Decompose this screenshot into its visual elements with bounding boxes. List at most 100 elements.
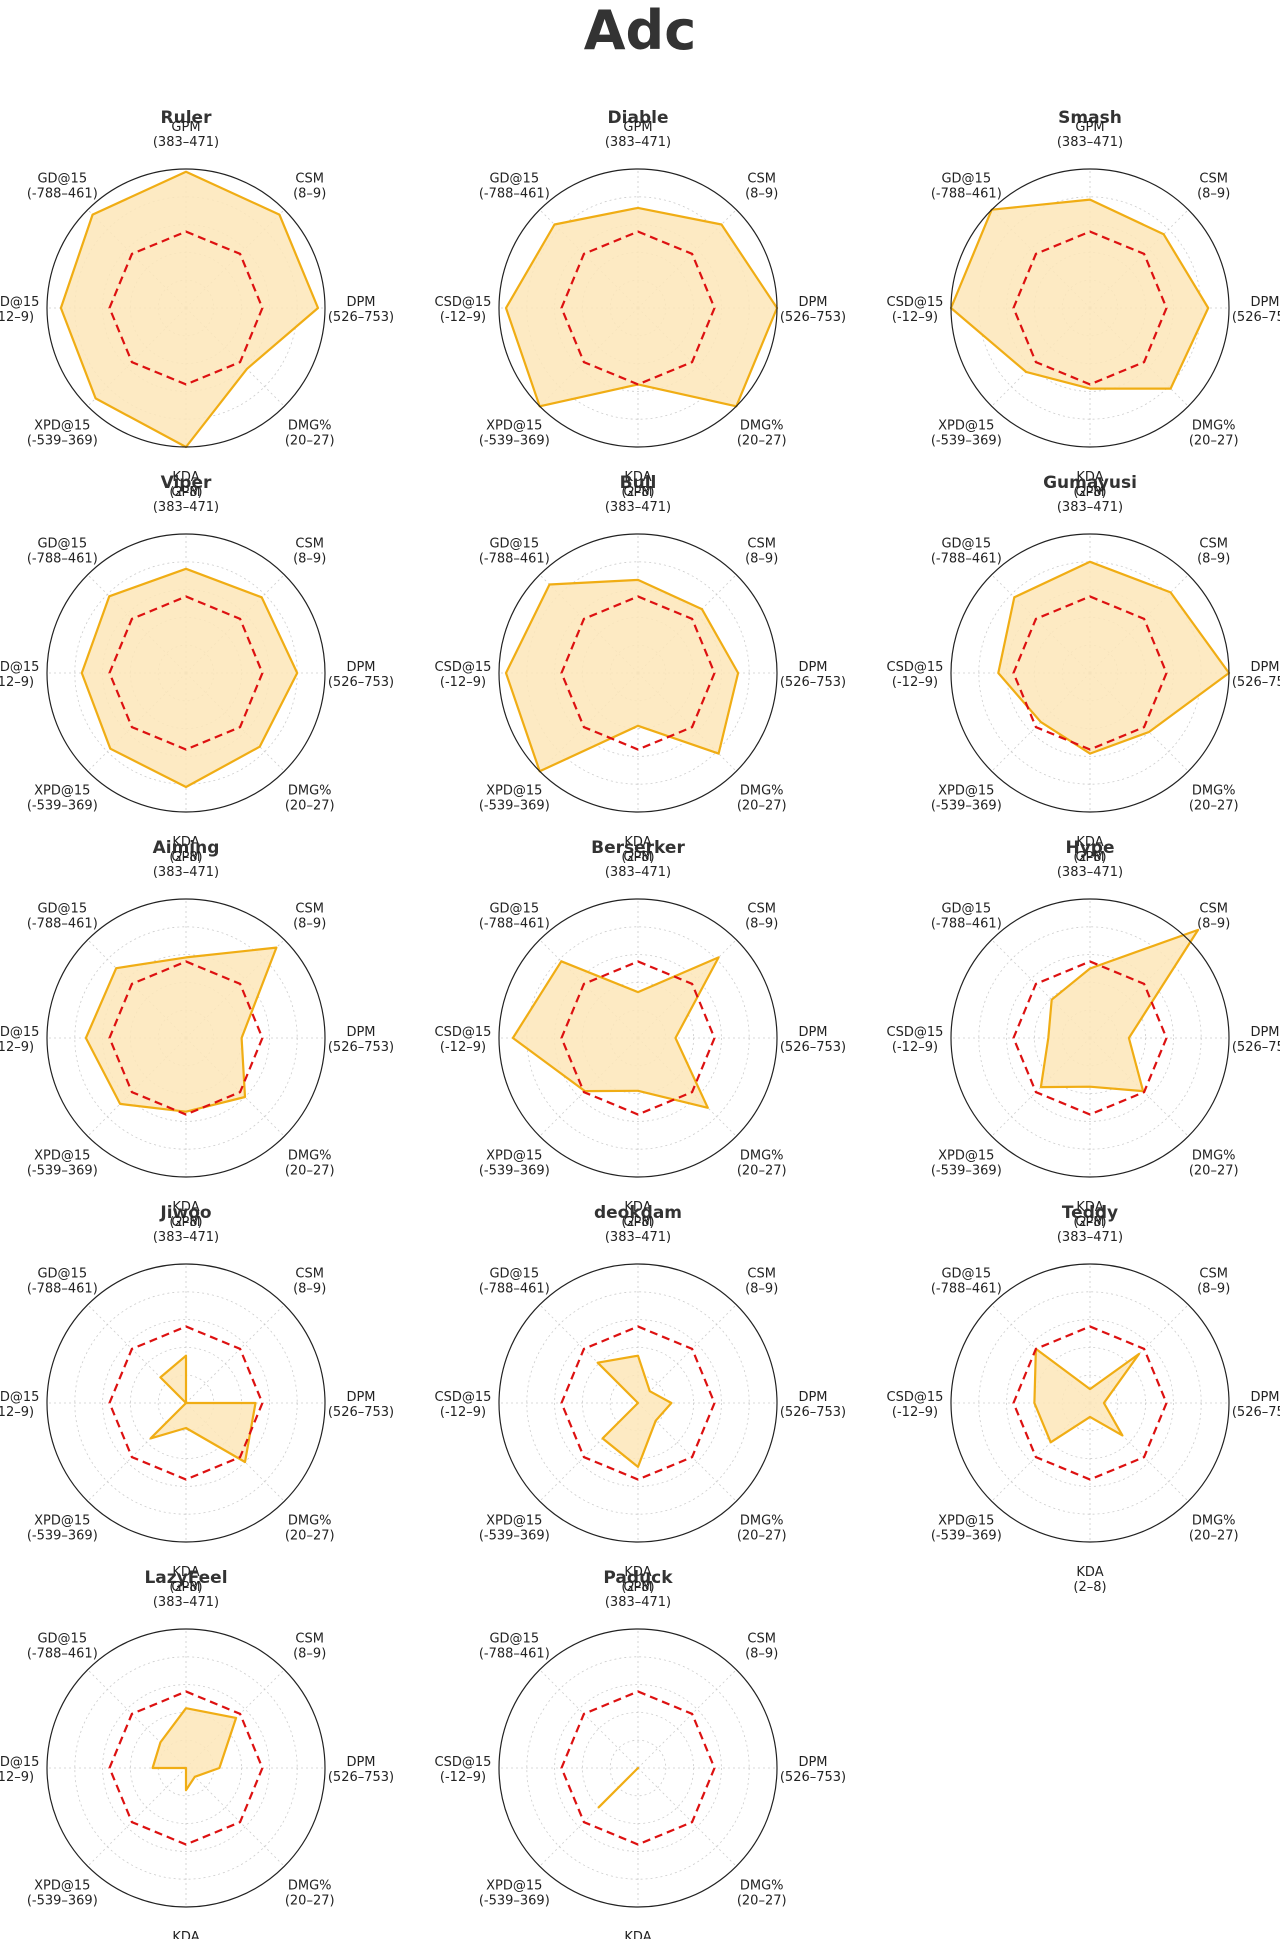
axis-label-gd-15: GD@15 (-788–461) xyxy=(931,171,1002,201)
axis-label-dmg: DMG% (20–27) xyxy=(1189,784,1239,814)
axis-label-csm: CSM (8–9) xyxy=(293,536,326,566)
player-series-area xyxy=(504,578,740,773)
player-series-area xyxy=(949,198,1210,390)
grid-spoke xyxy=(185,1037,285,1137)
axis-label-xpd-15: XPD@15 (-539–369) xyxy=(931,1149,1002,1179)
axis-label-csm: CSM (8–9) xyxy=(1197,1266,1230,1296)
axis-label-dpm: DPM(526–753) xyxy=(328,1390,394,1420)
grid-spoke xyxy=(539,1669,639,1769)
axis-label-kda: KDA(2–8) xyxy=(169,1200,202,1230)
axis-label-kda: KDA(2–8) xyxy=(169,835,202,865)
player-series-area xyxy=(80,567,299,789)
outer-ring xyxy=(46,1263,326,1543)
axis-label-dmg: DMG% (20–27) xyxy=(285,1879,335,1909)
axis-label-xpd-15: XPD@15 (-539–369) xyxy=(931,1514,1002,1544)
grid-spoke xyxy=(87,1304,187,1404)
player-series-area xyxy=(1033,1347,1141,1444)
outer-ring xyxy=(498,1263,778,1543)
grid-spoke xyxy=(87,939,187,1039)
axis-label-xpd-15: XPD@15 (-539–369) xyxy=(479,784,550,814)
axis-label-gpm: GPM (383–471) xyxy=(605,1580,671,1610)
baseline-series-line xyxy=(1012,595,1168,751)
axis-label-dpm: DPM(526–753) xyxy=(780,1755,846,1785)
axis-label-kda: KDA(2–8) xyxy=(621,470,654,500)
axis-label-kda: KDA(2–8) xyxy=(1073,1200,1106,1230)
axis-label-kda: KDA(2–8) xyxy=(621,1565,654,1595)
baseline-series-line xyxy=(108,960,264,1116)
axis-label-gd-15: GD@15 (-788–461) xyxy=(479,536,550,566)
baseline-series-line xyxy=(560,595,716,751)
page-title: Adc xyxy=(583,0,697,62)
grid-spoke xyxy=(185,672,285,772)
axis-label-gd-15: GD@15 (-788–461) xyxy=(27,901,98,931)
axis-label-kda: KDA(2–8) xyxy=(621,1930,654,1939)
axis-label-dmg: DMG% (20–27) xyxy=(737,1149,787,1179)
axis-label-gd-15: GD@15 (-788–461) xyxy=(479,171,550,201)
baseline-series-line xyxy=(108,1690,264,1846)
axis-label-csd-15: CSD@15(-12–9) xyxy=(435,1390,492,1420)
grid-spoke xyxy=(991,574,1091,674)
axis-label-gpm: GPM (383–471) xyxy=(605,850,671,880)
grid-spoke xyxy=(87,574,187,674)
grid-spoke xyxy=(185,574,285,674)
panel-title: Viper xyxy=(161,473,212,493)
panel-title: Diable xyxy=(608,108,669,128)
axis-label-dmg: DMG% (20–27) xyxy=(737,1879,787,1909)
axis-label-gd-15: GD@15 (-788–461) xyxy=(479,1266,550,1296)
axis-label-xpd-15: XPD@15 (-539–369) xyxy=(931,419,1002,449)
outer-ring xyxy=(498,898,778,1178)
panel-title: Hype xyxy=(1065,838,1114,858)
grid-spoke xyxy=(637,1402,737,1502)
panel-title: Ruler xyxy=(161,108,213,128)
axis-label-csd-15: CSD@15(-12–9) xyxy=(0,295,39,325)
outer-ring xyxy=(498,168,778,448)
axis-label-dmg: DMG% (20–27) xyxy=(285,784,335,814)
axis-label-gpm: GPM (383–471) xyxy=(605,120,671,150)
axis-label-dmg: DMG% (20–27) xyxy=(1189,1149,1239,1179)
panel-title: Teddy xyxy=(1062,1203,1118,1223)
grid-spoke xyxy=(991,307,1091,407)
outer-ring xyxy=(46,898,326,1178)
baseline-series-line xyxy=(560,1325,716,1481)
player-series-area xyxy=(1039,928,1200,1093)
axis-label-csd-15: CSD@15(-12–9) xyxy=(0,1755,39,1785)
panel-title: Paduck xyxy=(603,1568,673,1588)
axis-label-gd-15: GD@15 (-788–461) xyxy=(931,901,1002,931)
grid-spoke xyxy=(185,1669,285,1769)
axis-label-xpd-15: XPD@15 (-539–369) xyxy=(27,784,98,814)
axis-label-dpm: DPM(526–753) xyxy=(780,295,846,325)
axis-label-dpm: DPM(526–753) xyxy=(780,660,846,690)
axis-label-gpm: GPM (383–471) xyxy=(1057,485,1123,515)
player-series-area xyxy=(149,1354,257,1464)
axis-label-gd-15: GD@15 (-788–461) xyxy=(27,1266,98,1296)
axis-label-csd-15: CSD@15(-12–9) xyxy=(435,660,492,690)
grid-spoke xyxy=(1089,1037,1189,1137)
player-series-area xyxy=(511,956,720,1109)
axis-label-kda: KDA(2–8) xyxy=(169,1565,202,1595)
axis-label-csm: CSM (8–9) xyxy=(293,901,326,931)
panel-title: deokdam xyxy=(594,1203,682,1223)
axis-label-csd-15: CSD@15(-12–9) xyxy=(435,295,492,325)
axis-label-csm: CSM (8–9) xyxy=(293,1266,326,1296)
axis-label-csd-15: CSD@15(-12–9) xyxy=(887,660,944,690)
grid-spoke xyxy=(1089,209,1189,309)
axis-label-dmg: DMG% (20–27) xyxy=(285,1149,335,1179)
axis-label-gd-15: GD@15 (-788–461) xyxy=(931,536,1002,566)
axis-label-csm: CSM (8–9) xyxy=(293,1631,326,1661)
grid-ring xyxy=(554,1684,722,1852)
grid-spoke xyxy=(637,939,737,1039)
axis-label-kda: KDA(2–8) xyxy=(621,1200,654,1230)
baseline-series-line xyxy=(560,1690,716,1846)
grid-spoke xyxy=(185,1402,285,1502)
axis-label-xpd-15: XPD@15 (-539–369) xyxy=(931,784,1002,814)
grid-spoke xyxy=(1089,1402,1189,1502)
axis-label-kda: KDA(2–8) xyxy=(1073,1565,1106,1595)
axis-label-csd-15: CSD@15(-12–9) xyxy=(435,1025,492,1055)
axis-label-dmg: DMG% (20–27) xyxy=(737,784,787,814)
grid-spoke xyxy=(991,1304,1091,1404)
